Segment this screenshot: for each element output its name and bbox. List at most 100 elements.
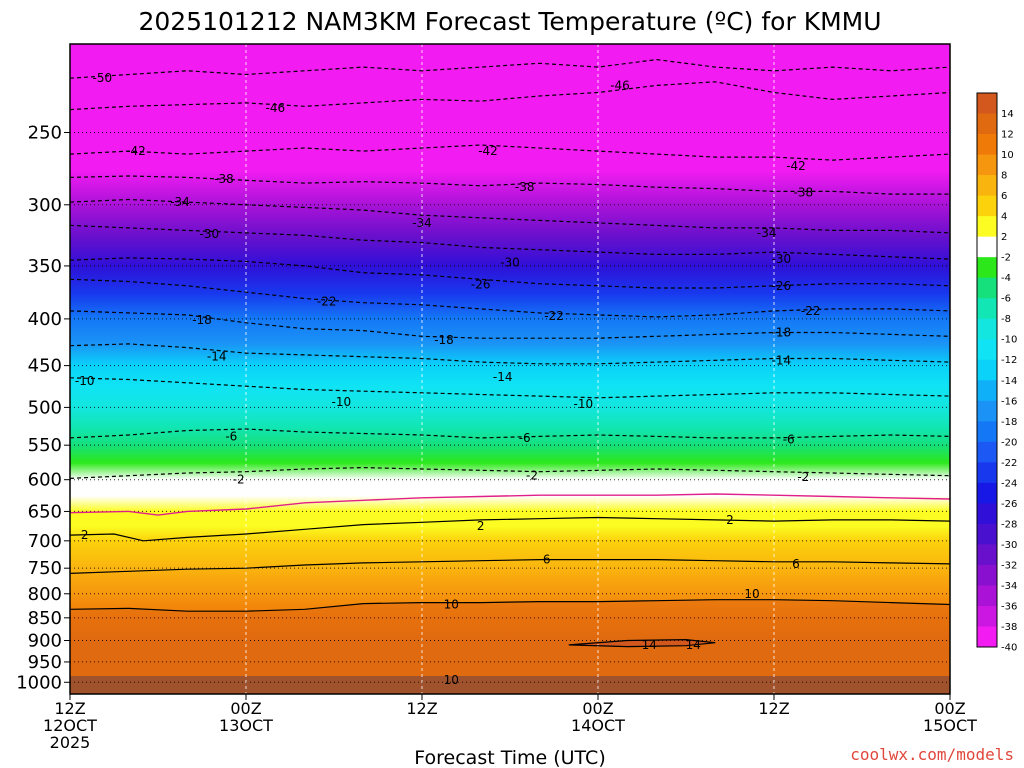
y-tick-label: 250 [28, 122, 62, 143]
colorbar-label: -2 [1001, 253, 1011, 264]
y-tick-label: 500 [28, 397, 62, 418]
colorbar-swatch [977, 462, 997, 484]
contour-label: 10 [744, 587, 759, 601]
contour-label: 6 [543, 553, 551, 567]
x-tick-label: 12Z [54, 699, 85, 718]
colorbar-label: -40 [1001, 643, 1017, 654]
colorbar-swatch [977, 482, 997, 504]
contour-layer: -50-46-46-42 -42-42-38-38 -38-34-34-34-30-… [70, 58, 950, 687]
contour-label: -14 [771, 353, 791, 367]
contour-label: -14 [493, 370, 513, 384]
contour-label: 2 [81, 528, 89, 542]
colorbar-swatch [977, 298, 997, 320]
colorbar-swatch [977, 380, 997, 402]
colorbar-swatch [977, 626, 997, 648]
colorbar-swatch [977, 605, 997, 627]
contour-label: -6 [225, 429, 237, 443]
colorbar-label: 10 [1001, 150, 1014, 161]
contour-line [70, 58, 950, 79]
colorbar-label: -32 [1001, 560, 1017, 571]
colorbar-label: -38 [1001, 622, 1017, 633]
contour-line [70, 278, 950, 318]
contour-label: -38 [515, 180, 535, 194]
contour-label: -34 [412, 216, 432, 230]
contour-label: -46 [610, 78, 630, 92]
colorbar-label: 8 [1001, 171, 1007, 182]
colorbar-swatch [977, 257, 997, 279]
colorbar-swatch [977, 441, 997, 463]
warm-core-layer [70, 599, 950, 694]
colorbar-swatch [977, 154, 997, 176]
contour-label: -14 [207, 350, 227, 364]
contour-label: -42 [478, 144, 498, 158]
colorbar-swatch [977, 523, 997, 545]
contour-label: -6 [519, 431, 531, 445]
colorbar-label: -36 [1001, 602, 1017, 613]
colorbar-label: 2 [1001, 232, 1007, 243]
contour-label: -30 [771, 252, 791, 266]
contour-label: 14 [686, 638, 701, 652]
contour-line [70, 516, 950, 542]
grid-layer [70, 44, 950, 694]
colorbar-swatch [977, 113, 997, 135]
contour-line [70, 599, 950, 612]
colorbar-label: -34 [1001, 581, 1017, 592]
y-tick-label: 600 [28, 470, 62, 491]
x-tick-label: 00Z [934, 699, 965, 718]
contour-label: -2 [233, 473, 245, 487]
colorbar-label: -16 [1001, 396, 1017, 407]
ground-band [70, 676, 950, 694]
colorbar-frame [976, 92, 998, 648]
plot-frame [69, 43, 951, 695]
contour-label: -10 [75, 374, 95, 388]
warm-core-14 [568, 639, 716, 647]
colorbar-label: 4 [1001, 212, 1007, 223]
colorbar-swatch [977, 421, 997, 443]
x-tick-label: 12Z [406, 699, 437, 718]
contour-label: 10 [444, 673, 459, 687]
contour-label: -30 [199, 227, 219, 241]
contour-label: -10 [331, 395, 351, 409]
contour-label: -30 [500, 256, 520, 270]
contour-line [568, 638, 716, 648]
y-tick-label: 1000 [16, 672, 62, 693]
colorbar-label: -30 [1001, 540, 1017, 551]
y-tick-label: 350 [28, 256, 62, 277]
x-tick-label: 00Z [230, 699, 261, 718]
contour-label: -50 [92, 71, 112, 85]
x-tick-label: 14OCT [571, 716, 625, 735]
colorbar-label: -20 [1001, 437, 1017, 448]
colorbar-swatch [977, 339, 997, 361]
contour-line [70, 559, 950, 574]
y-tick-label: 700 [28, 531, 62, 552]
colorbar-label: -12 [1001, 355, 1017, 366]
contour-label: -22 [801, 304, 821, 318]
contour-label: -46 [265, 101, 285, 115]
credit-text: coolwx.com/models [850, 745, 1014, 764]
colorbar-label: -22 [1001, 458, 1017, 469]
y-axis: 2503003504004505005506006507007508008509… [16, 122, 70, 693]
x-tick-label: 12Z [758, 699, 789, 718]
contour-label: 10 [444, 598, 459, 612]
contour-label: -6 [783, 432, 795, 446]
plot-area: -50-46-46-42 -42-42-38-38 -38-34-34-34-30-… [69, 43, 951, 695]
contour-label: -2 [526, 469, 538, 483]
y-tick-label: 550 [28, 435, 62, 456]
y-tick-label: 300 [28, 195, 62, 216]
y-tick-label: 900 [28, 630, 62, 651]
contour-label: -22 [544, 309, 564, 323]
contour-line [70, 493, 950, 516]
colorbar-swatch [977, 277, 997, 299]
colorbar-label: -8 [1001, 314, 1011, 325]
y-tick-label: 750 [28, 558, 62, 579]
colorbar-label: 14 [1001, 109, 1014, 120]
contour-line [70, 81, 950, 111]
contour-line [70, 310, 950, 339]
colorbar-label: 12 [1001, 130, 1014, 141]
contour-label: -22 [317, 295, 337, 309]
warm-core-10 [70, 599, 950, 694]
colorbar: 14 12 10 8 6 4 2 -2 -4 -6 -8 -10 -12 -14 -16 -18 -20 -22 -… [976, 92, 1017, 654]
colorbar-label: -14 [1001, 376, 1017, 387]
